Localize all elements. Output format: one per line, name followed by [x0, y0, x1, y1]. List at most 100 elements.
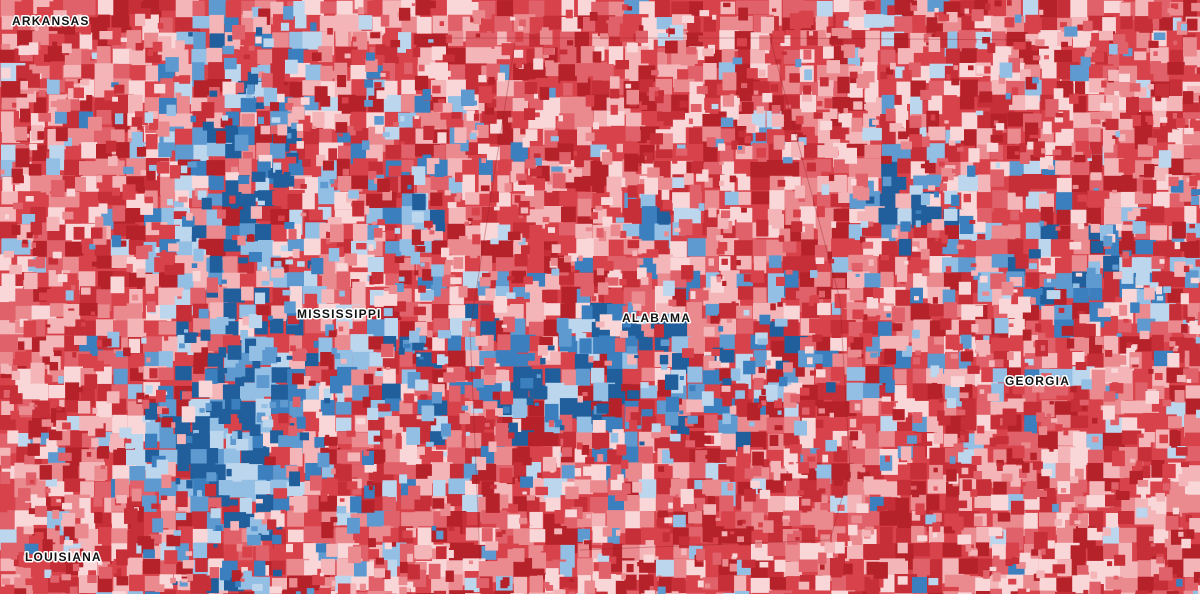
precinct — [471, 474, 480, 484]
precinct — [1103, 139, 1114, 153]
precinct — [987, 42, 996, 53]
precinct — [412, 47, 421, 58]
precinct — [255, 498, 263, 504]
precinct — [414, 495, 432, 513]
precinct — [512, 204, 518, 209]
precinct — [437, 330, 452, 339]
precinct — [843, 108, 848, 114]
precinct — [465, 431, 470, 436]
precinct — [526, 397, 534, 406]
precinct — [254, 292, 266, 305]
precinct — [468, 560, 474, 565]
precinct — [481, 528, 493, 542]
precinct — [593, 122, 600, 130]
precinct — [143, 549, 155, 559]
precinct — [417, 527, 434, 550]
precinct — [864, 103, 870, 110]
precinct — [1099, 30, 1113, 41]
precinct — [624, 431, 638, 448]
precinct — [414, 511, 436, 527]
precinct — [576, 318, 596, 333]
precinct — [61, 574, 71, 581]
precinct — [563, 431, 577, 449]
precinct — [1137, 144, 1154, 157]
precinct — [339, 498, 345, 502]
precinct — [1175, 447, 1188, 456]
precinct — [161, 250, 167, 256]
precinct — [717, 415, 723, 420]
precinct — [629, 419, 638, 430]
precinct — [929, 447, 946, 470]
precinct — [516, 173, 527, 181]
precinct — [84, 374, 98, 390]
precinct — [1147, 137, 1157, 146]
precinct — [1008, 95, 1027, 111]
precinct — [192, 0, 205, 21]
precinct — [782, 157, 793, 164]
precinct — [154, 83, 166, 94]
precinct — [396, 432, 401, 438]
precinct — [770, 84, 779, 92]
precinct — [0, 169, 5, 175]
precinct — [374, 82, 382, 88]
precinct — [833, 479, 844, 486]
precinct — [193, 361, 205, 374]
precinct — [831, 221, 837, 228]
precinct — [606, 20, 620, 37]
precinct — [526, 257, 545, 276]
precinct — [258, 116, 264, 124]
precinct — [375, 557, 384, 565]
precinct — [366, 52, 375, 61]
precinct — [81, 0, 96, 16]
precinct — [1105, 350, 1113, 357]
precinct — [98, 582, 110, 591]
precinct — [897, 479, 912, 496]
precinct — [1135, 382, 1148, 404]
precinct — [847, 271, 870, 289]
precinct — [726, 318, 732, 323]
precinct — [78, 400, 91, 414]
precinct — [112, 48, 132, 68]
precinct — [385, 241, 403, 254]
precinct — [591, 367, 605, 384]
precinct — [376, 90, 387, 99]
precinct — [15, 148, 30, 168]
precinct — [682, 15, 695, 23]
precinct — [98, 566, 113, 579]
precinct — [74, 335, 87, 345]
precinct — [768, 255, 782, 268]
precinct — [1032, 55, 1041, 61]
precinct — [1114, 91, 1120, 96]
precinct — [975, 319, 995, 335]
precinct — [807, 470, 817, 481]
precinct — [278, 435, 292, 447]
precinct — [1052, 503, 1059, 512]
precinct — [151, 222, 161, 231]
precinct — [1041, 148, 1046, 154]
precinct — [50, 575, 60, 583]
precinct — [915, 350, 921, 356]
precinct — [494, 16, 513, 34]
precinct — [300, 97, 310, 105]
precinct — [33, 404, 38, 408]
precinct — [116, 576, 129, 586]
precinct — [590, 480, 608, 493]
precinct — [476, 124, 489, 138]
precinct — [175, 144, 197, 162]
precinct — [373, 471, 383, 483]
precinct — [342, 168, 350, 176]
precinct — [96, 340, 102, 347]
precinct — [369, 305, 386, 323]
precinct — [558, 115, 563, 122]
precinct — [320, 381, 326, 387]
precinct — [508, 422, 518, 433]
precinct — [865, 30, 880, 51]
precinct — [39, 340, 54, 357]
precinct — [657, 52, 667, 65]
precinct — [991, 31, 1006, 47]
precinct — [582, 392, 588, 397]
precinct — [453, 257, 464, 269]
precinct — [382, 132, 390, 137]
precinct — [394, 227, 401, 234]
